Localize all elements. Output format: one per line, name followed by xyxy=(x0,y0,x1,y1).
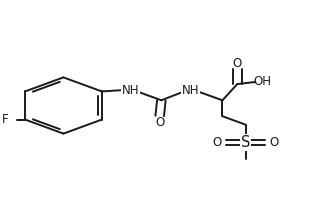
Text: O: O xyxy=(155,116,164,129)
Text: NH: NH xyxy=(122,84,139,97)
Text: O: O xyxy=(213,136,222,149)
Text: O: O xyxy=(269,136,279,149)
Text: OH: OH xyxy=(253,76,271,88)
Text: S: S xyxy=(241,135,250,150)
Text: NH: NH xyxy=(181,84,199,97)
Text: F: F xyxy=(2,113,8,126)
Text: O: O xyxy=(233,57,242,70)
